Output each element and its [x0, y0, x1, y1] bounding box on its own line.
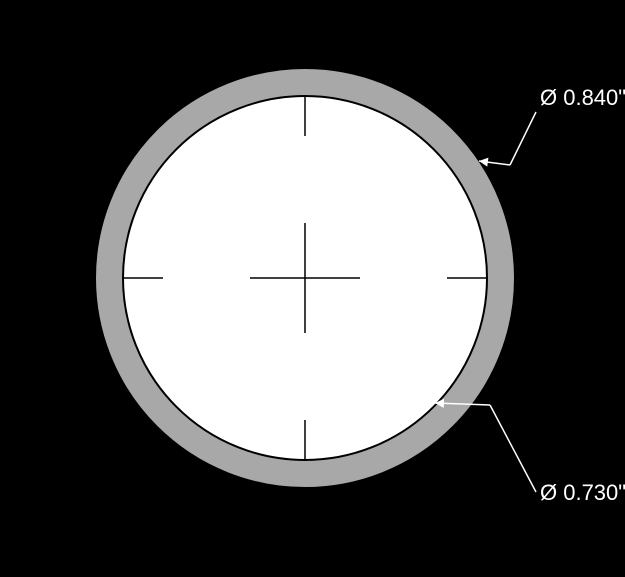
outer-dimension-label: Ø 0.840"	[540, 85, 625, 110]
pipe-cross-section-diagram: Ø 0.840" Ø 0.730"	[0, 0, 625, 572]
inner-dimension-label: Ø 0.730"	[540, 480, 625, 505]
outer-dimension-leader	[479, 112, 536, 167]
